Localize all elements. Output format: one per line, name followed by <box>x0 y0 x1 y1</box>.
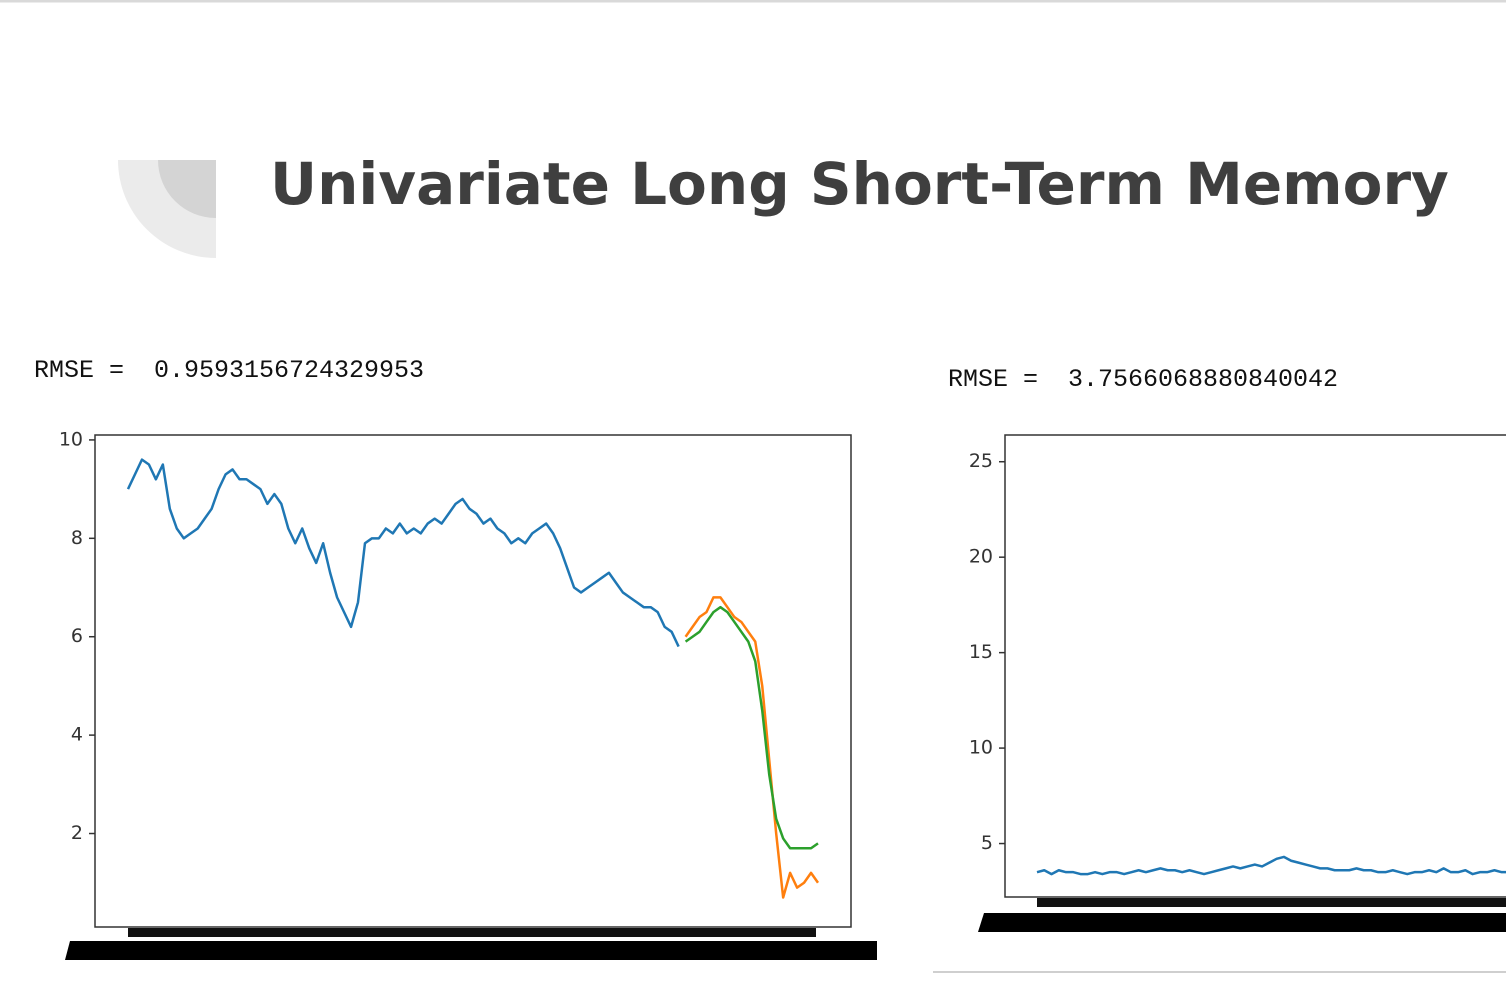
y-tick-label: 20 <box>969 546 993 568</box>
y-tick-label: 10 <box>969 737 993 759</box>
rmse-label: RMSE = 3.7566068880840042 <box>948 365 1338 394</box>
data-line <box>1036 855 1506 876</box>
decor-inner <box>158 160 216 218</box>
y-tick-label: 2 <box>71 822 83 844</box>
y-tick-label: 5 <box>981 832 993 854</box>
x-tick-label-blur <box>65 941 877 960</box>
y-tick-label: 4 <box>71 724 83 746</box>
data-line <box>126 458 680 648</box>
x-tick-label-blur <box>1037 898 1506 907</box>
plot-frame <box>1004 434 1506 898</box>
y-tick-label: 6 <box>71 625 83 647</box>
slide-title: Univariate Long Short-Term Memory <box>270 150 1449 218</box>
x-tick-label-blur <box>978 913 1506 932</box>
plot-frame <box>94 434 852 928</box>
y-tick-label: 15 <box>969 641 993 663</box>
x-tick-label-blur <box>128 928 816 937</box>
y-tick-label: 10 <box>59 428 83 450</box>
data-line <box>684 596 820 899</box>
rmse-label: RMSE = 0.9593156724329953 <box>34 356 424 385</box>
data-line <box>684 605 819 850</box>
y-tick-label: 8 <box>71 527 83 549</box>
y-tick-label: 25 <box>969 450 993 472</box>
